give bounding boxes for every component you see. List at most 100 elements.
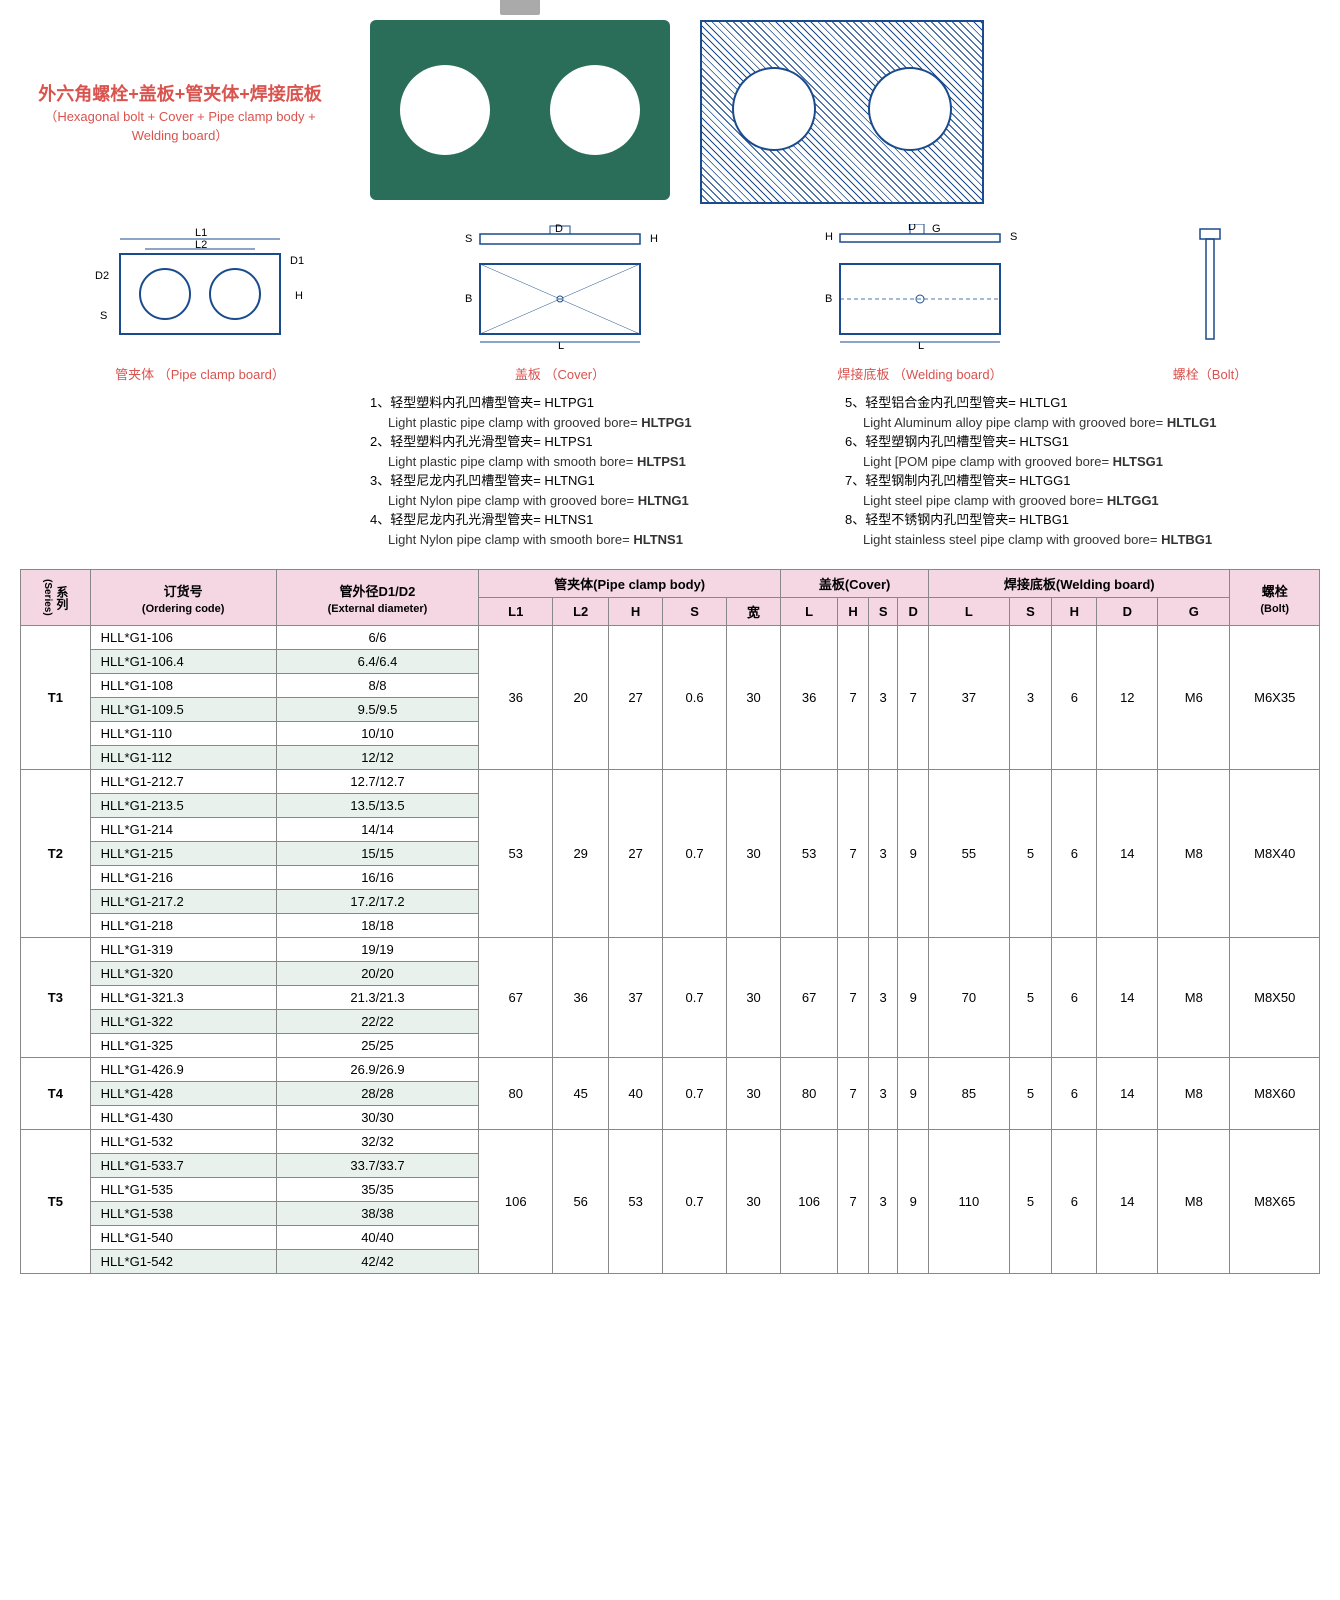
cell-code: HLL*G1-535 bbox=[90, 1178, 276, 1202]
th-body: 管夹体(Pipe clamp body) bbox=[479, 570, 781, 598]
cell-diameter: 38/38 bbox=[276, 1202, 479, 1226]
cell-value: M8X60 bbox=[1230, 1058, 1320, 1130]
notes-row: 1、轻型塑料内孔凹槽型管夹= HLTPG1Light plastic pipe … bbox=[20, 393, 1320, 549]
cell-value: 106 bbox=[479, 1130, 553, 1274]
th-series: 系列 (Series) bbox=[21, 570, 91, 626]
cell-value: 53 bbox=[479, 770, 553, 938]
cell-code: HLL*G1-320 bbox=[90, 962, 276, 986]
cell-diameter: 25/25 bbox=[276, 1034, 479, 1058]
table-row: T4HLL*G1-426.926.9/26.98045400.730807398… bbox=[21, 1058, 1320, 1082]
table-row: T1HLL*G1-1066/63620270.63036737373612M6M… bbox=[21, 626, 1320, 650]
note-line-en: Light stainless steel pipe clamp with gr… bbox=[845, 530, 1320, 550]
cell-code: HLL*G1-538 bbox=[90, 1202, 276, 1226]
cell-value: 20 bbox=[553, 626, 609, 770]
cell-value: 5 bbox=[1009, 938, 1052, 1058]
diagram-bolt: 螺栓（Bolt） bbox=[1170, 224, 1250, 383]
cell-series: T4 bbox=[21, 1058, 91, 1130]
diagram-pipe-clamp: L1 L2 D1 D2 H S 管夹体 （Pipe clamp board） bbox=[90, 224, 310, 383]
cell-value: 0.7 bbox=[663, 938, 727, 1058]
cell-value: M8 bbox=[1158, 770, 1230, 938]
th-sub: L bbox=[929, 598, 1010, 626]
th-sub: L2 bbox=[553, 598, 609, 626]
cell-value: 3 bbox=[869, 938, 898, 1058]
svg-text:H: H bbox=[825, 231, 833, 243]
cell-code: HLL*G1-426.9 bbox=[90, 1058, 276, 1082]
cell-value: 9 bbox=[898, 1130, 929, 1274]
cell-code: HLL*G1-212.7 bbox=[90, 770, 276, 794]
cell-code: HLL*G1-321.3 bbox=[90, 986, 276, 1010]
cell-value: 45 bbox=[553, 1058, 609, 1130]
note-line-zh: 8、轻型不锈钢内孔凹型管夹= HLTBG1 bbox=[845, 510, 1320, 530]
cell-value: 12 bbox=[1097, 626, 1158, 770]
cell-value: M8 bbox=[1158, 1130, 1230, 1274]
th-welding: 焊接底板(Welding board) bbox=[929, 570, 1230, 598]
cover-svg: D H S B L bbox=[450, 224, 670, 354]
cell-code: HLL*G1-108 bbox=[90, 674, 276, 698]
cell-code: HLL*G1-217.2 bbox=[90, 890, 276, 914]
cell-value: 0.6 bbox=[663, 626, 727, 770]
cell-value: 70 bbox=[929, 938, 1010, 1058]
cell-value: 37 bbox=[609, 938, 663, 1058]
cell-diameter: 30/30 bbox=[276, 1106, 479, 1130]
cell-value: 53 bbox=[609, 1130, 663, 1274]
table-row: T2HLL*G1-212.712.7/12.75329270.730537395… bbox=[21, 770, 1320, 794]
cell-value: M8X65 bbox=[1230, 1130, 1320, 1274]
note-line-en: Light [POM pipe clamp with grooved bore=… bbox=[845, 452, 1320, 472]
th-ordering: 订货号 (Ordering code) bbox=[90, 570, 276, 626]
cell-value: 7 bbox=[838, 626, 869, 770]
cell-code: HLL*G1-112 bbox=[90, 746, 276, 770]
cell-diameter: 18/18 bbox=[276, 914, 479, 938]
note-line-en: Light Nylon pipe clamp with smooth bore=… bbox=[370, 530, 845, 550]
svg-text:B: B bbox=[825, 293, 832, 305]
th-sub: S bbox=[869, 598, 898, 626]
svg-text:D1: D1 bbox=[290, 255, 304, 267]
bolt-svg bbox=[1170, 224, 1250, 354]
cell-value: 6 bbox=[1052, 1058, 1097, 1130]
th-sub: S bbox=[1009, 598, 1052, 626]
cell-code: HLL*G1-540 bbox=[90, 1226, 276, 1250]
cell-value: 6 bbox=[1052, 626, 1097, 770]
cell-code: HLL*G1-218 bbox=[90, 914, 276, 938]
th-cover: 盖板(Cover) bbox=[781, 570, 929, 598]
cell-value: 6 bbox=[1052, 938, 1097, 1058]
cell-code: HLL*G1-214 bbox=[90, 818, 276, 842]
diagram-label: 螺栓（Bolt） bbox=[1170, 364, 1250, 383]
cell-value: 3 bbox=[869, 1058, 898, 1130]
cell-diameter: 19/19 bbox=[276, 938, 479, 962]
table-head: 系列 (Series) 订货号 (Ordering code) 管外径D1/D2… bbox=[21, 570, 1320, 626]
cell-value: 3 bbox=[1009, 626, 1052, 770]
cell-series: T1 bbox=[21, 626, 91, 770]
cell-value: 30 bbox=[727, 626, 781, 770]
svg-text:G: G bbox=[932, 224, 941, 235]
pipe-clamp-svg: L1 L2 D1 D2 H S bbox=[90, 224, 310, 354]
note-line-zh: 2、轻型塑料内孔光滑型管夹= HLTPS1 bbox=[370, 432, 845, 452]
note-line-en: Light steel pipe clamp with grooved bore… bbox=[845, 491, 1320, 511]
cell-value: 29 bbox=[553, 770, 609, 938]
cell-value: M8X50 bbox=[1230, 938, 1320, 1058]
note-line-en: Light Aluminum alloy pipe clamp with gro… bbox=[845, 413, 1320, 433]
th-bolt: 螺栓 (Bolt) bbox=[1230, 570, 1320, 626]
cell-diameter: 8/8 bbox=[276, 674, 479, 698]
cell-diameter: 28/28 bbox=[276, 1082, 479, 1106]
cell-diameter: 12.7/12.7 bbox=[276, 770, 479, 794]
cell-series: T5 bbox=[21, 1130, 91, 1274]
cell-value: 14 bbox=[1097, 770, 1158, 938]
cell-value: 67 bbox=[479, 938, 553, 1058]
cell-code: HLL*G1-109.5 bbox=[90, 698, 276, 722]
table-row: T3HLL*G1-31919/196736370.73067739705614M… bbox=[21, 938, 1320, 962]
note-line-zh: 5、轻型铝合金内孔凹型管夹= HLTLG1 bbox=[845, 393, 1320, 413]
cell-value: 14 bbox=[1097, 938, 1158, 1058]
spec-table: 系列 (Series) 订货号 (Ordering code) 管外径D1/D2… bbox=[20, 569, 1320, 1274]
cell-diameter: 26.9/26.9 bbox=[276, 1058, 479, 1082]
cell-value: M8 bbox=[1158, 1058, 1230, 1130]
product-photo bbox=[370, 20, 670, 200]
cell-code: HLL*G1-215 bbox=[90, 842, 276, 866]
cell-code: HLL*G1-213.5 bbox=[90, 794, 276, 818]
th-sub: L bbox=[781, 598, 838, 626]
note-line-en: Light Nylon pipe clamp with grooved bore… bbox=[370, 491, 845, 511]
cell-diameter: 17.2/17.2 bbox=[276, 890, 479, 914]
th-sub: L1 bbox=[479, 598, 553, 626]
th-sub: G bbox=[1158, 598, 1230, 626]
cutaway-circle bbox=[868, 67, 952, 151]
th-sub: D bbox=[898, 598, 929, 626]
